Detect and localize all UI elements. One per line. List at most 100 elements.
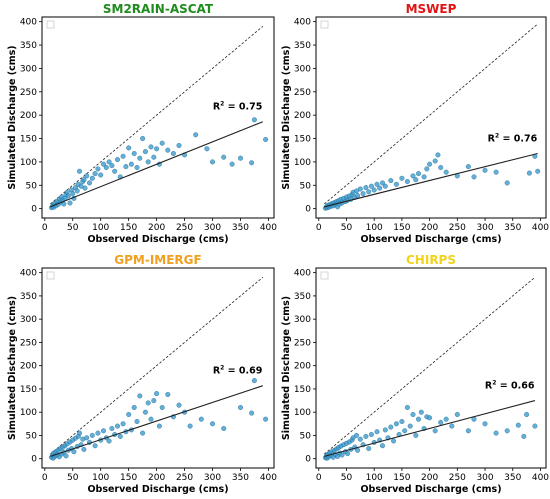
data-point	[438, 164, 444, 170]
y-axis-label: Simulated Discharge (cms)	[281, 45, 292, 189]
data-point	[65, 193, 71, 199]
r2-annotation: R2 = 0.75	[213, 101, 263, 113]
y-axis-label: Simulated Discharge (cms)	[281, 296, 292, 440]
legend-box	[46, 20, 55, 29]
data-point	[449, 423, 455, 429]
y-tick-label: 350	[20, 41, 37, 51]
one-to-one-line	[50, 26, 264, 205]
data-point	[482, 421, 488, 427]
data-point	[521, 433, 527, 439]
x-tick-label: 150	[120, 473, 137, 483]
data-point	[421, 174, 427, 180]
data-point	[402, 428, 408, 434]
data-point	[123, 164, 129, 170]
fit-line	[324, 152, 538, 208]
data-point	[251, 117, 257, 123]
panel-title: GPM-IMERGF	[114, 253, 201, 267]
data-point	[117, 433, 123, 439]
x-tick-label: 350	[504, 223, 521, 233]
data-point	[249, 410, 255, 416]
data-point	[535, 168, 541, 174]
data-point	[524, 412, 530, 418]
data-point	[137, 155, 143, 161]
data-point	[137, 393, 143, 399]
data-point	[357, 186, 363, 192]
data-point	[393, 181, 399, 187]
data-point	[193, 132, 199, 138]
data-point	[438, 419, 444, 425]
y-tick-label: 100	[294, 408, 311, 418]
data-point	[165, 147, 171, 153]
x-tick-label: 100	[92, 473, 109, 483]
x-tick-label: 250	[449, 473, 466, 483]
data-point	[128, 161, 134, 167]
y-tick-label: 400	[294, 18, 311, 28]
fit-line	[324, 400, 536, 457]
data-point	[465, 164, 471, 170]
y-tick-label: 300	[294, 64, 311, 74]
data-point	[67, 200, 73, 206]
data-point	[413, 432, 419, 438]
data-point	[145, 159, 151, 165]
data-point	[388, 424, 394, 430]
data-point	[106, 438, 112, 444]
data-point	[482, 167, 488, 173]
data-point	[355, 193, 361, 199]
y-tick-label: 0	[305, 455, 311, 465]
x-tick-label: 350	[504, 473, 521, 483]
data-point	[263, 416, 269, 422]
x-tick-label: 150	[393, 223, 410, 233]
data-point	[154, 391, 160, 397]
data-point	[140, 135, 146, 141]
x-tick-label: 150	[120, 223, 137, 233]
x-tick-label: 0	[42, 473, 48, 483]
x-tick-label: 250	[449, 223, 466, 233]
data-point	[109, 163, 115, 169]
data-point	[151, 398, 157, 404]
x-tick-label: 150	[393, 473, 410, 483]
panel-2: 0 50 100 150 200 250 300 350 400 0 50 100 150 200 250 3…	[281, 2, 549, 245]
y-tick-label: 250	[20, 338, 37, 348]
y-tick-label: 350	[294, 41, 311, 51]
data-point	[410, 412, 416, 418]
data-point	[209, 421, 215, 427]
data-point	[427, 161, 433, 167]
data-point	[363, 433, 369, 439]
data-point	[140, 430, 146, 436]
data-point	[148, 144, 154, 150]
data-point	[81, 177, 87, 183]
data-point	[95, 430, 101, 436]
data-point	[416, 171, 422, 177]
data-point	[363, 185, 369, 191]
y-tick-label: 150	[20, 135, 37, 145]
data-point	[131, 405, 137, 411]
y-tick-label: 200	[294, 362, 311, 372]
data-point	[504, 428, 510, 434]
x-tick-label: 200	[148, 223, 165, 233]
x-tick-label: 50	[67, 223, 79, 233]
r2-annotation: R2 = 0.66	[485, 380, 535, 392]
y-tick-label: 150	[294, 385, 311, 395]
data-point	[493, 169, 499, 175]
data-point	[156, 423, 162, 429]
data-point	[416, 416, 422, 422]
data-point	[89, 175, 95, 181]
panel-3: 0 50 100 150 200 250 300 350 400 0 50 100 150 200 250 3…	[7, 253, 277, 495]
x-tick-label: 0	[316, 473, 322, 483]
data-point	[187, 423, 193, 429]
y-tick-label: 50	[26, 181, 38, 191]
data-point	[413, 177, 419, 183]
y-tick-label: 350	[294, 292, 311, 302]
panel-1: 0 50 100 150 200 250 300 350 400 0 50 100 150 200 250 3…	[7, 2, 277, 245]
y-tick-label: 50	[300, 181, 312, 191]
y-tick-label: 250	[294, 338, 311, 348]
data-point	[404, 178, 410, 184]
y-tick-label: 0	[31, 455, 37, 465]
x-tick-label: 50	[67, 473, 79, 483]
y-tick-label: 400	[20, 269, 37, 279]
x-tick-label: 200	[148, 473, 165, 483]
data-point	[432, 428, 438, 434]
panel-4: 0 50 100 150 200 250 300 350 400 0 50 100 150 200 250 3…	[281, 253, 549, 495]
one-to-one-line	[50, 276, 264, 455]
